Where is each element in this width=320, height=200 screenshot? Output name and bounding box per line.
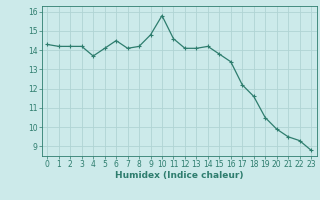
X-axis label: Humidex (Indice chaleur): Humidex (Indice chaleur)	[115, 171, 244, 180]
